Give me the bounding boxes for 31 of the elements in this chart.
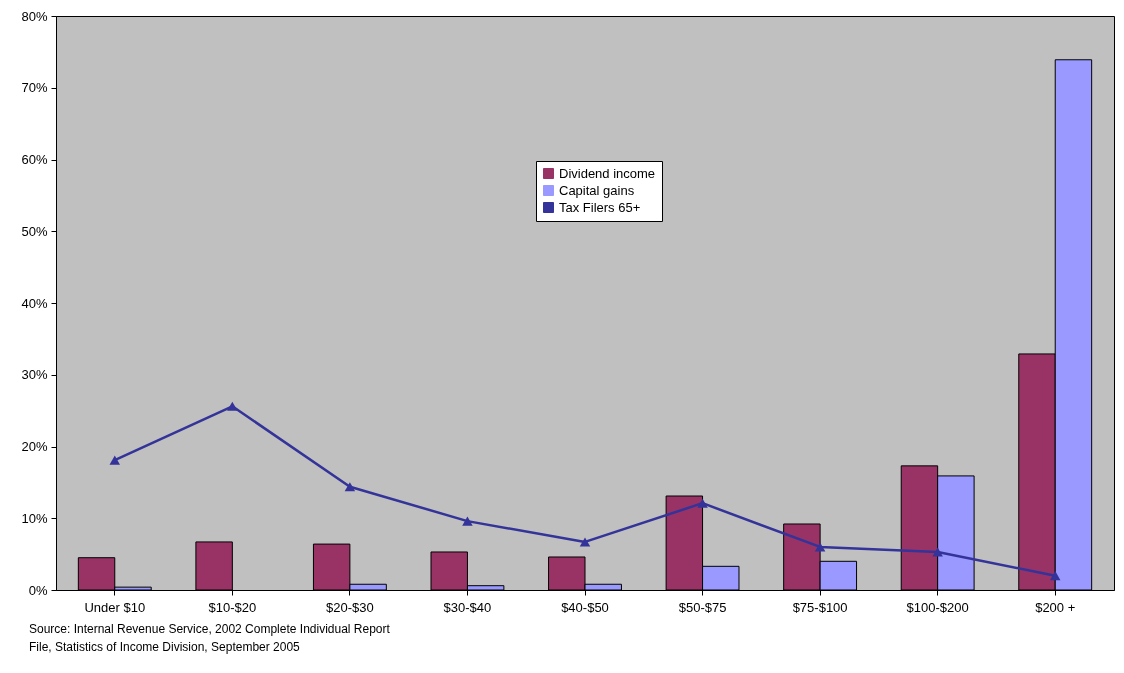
point xyxy=(1049,571,1061,581)
y-tick-label: 60% xyxy=(21,152,48,167)
x-tick-label: $75-$100 xyxy=(792,599,848,615)
x-tick-label: $100-$200 xyxy=(906,599,969,615)
point xyxy=(462,516,473,526)
point xyxy=(579,537,591,547)
point xyxy=(227,401,238,411)
y-tick-label: 40% xyxy=(21,295,48,311)
x-tick-label: $200 + xyxy=(1035,599,1076,615)
y-tick-label: 0% xyxy=(28,582,48,598)
y-tick-label: 80% xyxy=(21,8,48,24)
y-tick-label: 30% xyxy=(21,367,48,383)
point xyxy=(344,482,356,492)
point xyxy=(697,498,708,508)
x-tick-label: $10-$20 xyxy=(208,599,257,615)
point xyxy=(932,547,943,557)
y-tick-label: 20% xyxy=(21,439,48,454)
x-tick-label: $40-$50 xyxy=(561,599,609,615)
legend-label: Tax Filers 65+ xyxy=(559,199,641,215)
legend-label: Capital gains xyxy=(559,182,635,198)
y-tick-label: 10% xyxy=(21,510,48,526)
point xyxy=(814,542,826,552)
x-tick-label: $30-$40 xyxy=(443,599,492,615)
source-note: Source: Internal Revenue Service, 2002 Complete Individual Report File, Statistics of Income Division, September 2005 xyxy=(28,622,391,654)
x-tick-label: Under $10 xyxy=(84,599,146,615)
y-tick-label: 50% xyxy=(21,223,48,239)
legend-label: Dividend income xyxy=(559,165,656,181)
x-tick-label: $50-$75 xyxy=(678,599,727,615)
y-tick-label: 70% xyxy=(21,80,48,96)
x-tick-label: $20-$30 xyxy=(326,599,374,615)
point xyxy=(109,455,121,465)
